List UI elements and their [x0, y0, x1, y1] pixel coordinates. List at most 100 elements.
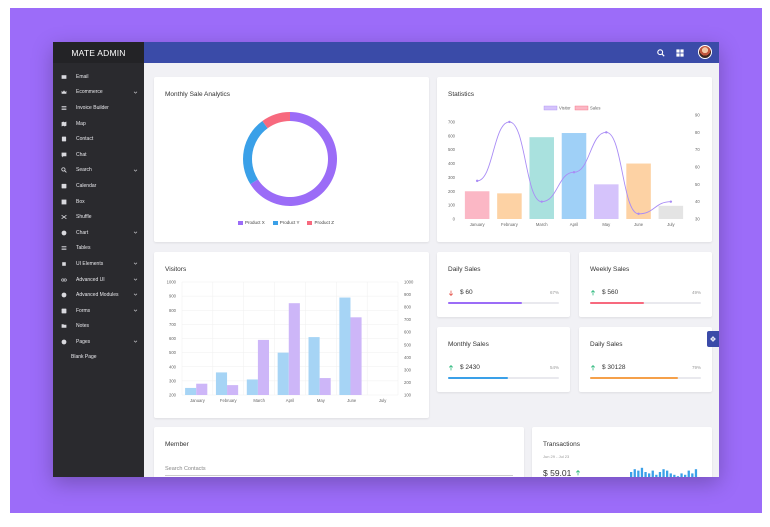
sidebar-item-email[interactable]: Email: [53, 69, 144, 85]
daily-sales-card: Daily Sales $ 30128 79%: [579, 327, 712, 392]
daily-sales-card: Daily Sales $ 60 67%: [437, 252, 570, 317]
spark-bar: [691, 473, 694, 477]
legend-item[interactable]: Product Y: [272, 220, 299, 225]
y-tick-label: 400: [448, 161, 456, 166]
y2-tick-label: 1000: [404, 280, 414, 285]
bar-february: [227, 385, 239, 395]
sidebar-item-label: Ecommerce: [76, 89, 103, 96]
progress-bar: [590, 302, 701, 304]
sidebar-item-map[interactable]: Map: [53, 116, 144, 132]
sidebar-item-contact[interactable]: Contact: [53, 131, 144, 147]
donut-chart: [243, 112, 337, 207]
spark-bar: [666, 470, 669, 477]
y-tick-label: 500: [169, 350, 177, 355]
bar-may: [319, 378, 331, 395]
stat-percent: 54%: [549, 365, 559, 370]
sidebar-item-box[interactable]: Box: [53, 194, 144, 210]
legend-label: Product Z: [314, 220, 334, 225]
sidebar-item-chat[interactable]: Chat: [53, 147, 144, 163]
search-icon[interactable]: [655, 47, 666, 58]
sidebar-item-label: Blank Page: [71, 354, 97, 361]
chevron-down-icon: [133, 261, 138, 266]
progress-fill: [448, 302, 523, 304]
y2-tick-label: 50: [695, 182, 700, 187]
bar-june: [626, 163, 651, 219]
app-window: MATE ADMIN Email Ecommerce Invoice Builder…: [53, 42, 719, 477]
x-tick-label: February: [501, 222, 519, 227]
y-tick-label: 1000: [167, 280, 177, 285]
sidebar-item-forms[interactable]: Forms: [53, 303, 144, 319]
progress-fill: [590, 377, 678, 379]
search-icon: [61, 167, 67, 174]
x-tick-label: July: [667, 222, 675, 227]
statistics-chart: 0 100 200 300 400 500 600 700 30 40 50 60 70 80 90 Janu…: [448, 106, 700, 228]
card-title: Daily Sales: [590, 341, 623, 348]
y2-tick-label: 80: [695, 130, 700, 135]
x-tick-label: July: [379, 398, 387, 403]
bar-march: [246, 379, 258, 395]
visitors-chart: 200 300 400 500 600 700 800 900 1000 100 200 300 400…: [167, 280, 414, 404]
bar-january: [464, 191, 490, 219]
x-tick-label: February: [220, 398, 238, 403]
user-avatar[interactable]: [698, 45, 712, 59]
visitor-point: [637, 212, 640, 215]
infinity-icon: [61, 277, 67, 283]
spark-bar: [651, 470, 654, 477]
bar-may: [594, 184, 619, 219]
sidebar-item-shuffle[interactable]: Shuffle: [53, 209, 144, 225]
x-tick-label: June: [634, 222, 644, 227]
x-tick-label: January: [190, 398, 206, 403]
sidebar-item-calendar[interactable]: Calendar: [53, 178, 144, 194]
invoice-icon: [61, 105, 67, 111]
y-tick-label: 100: [448, 203, 456, 208]
search-contacts-input[interactable]: Search Contacts: [165, 465, 513, 476]
stat-value: $ 30128: [590, 364, 626, 371]
sidebar-item-notes[interactable]: Notes: [53, 319, 144, 335]
brand-logo[interactable]: MATE ADMIN: [53, 42, 144, 63]
chevron-down-icon: [133, 168, 138, 173]
chevron-down-icon: [133, 277, 138, 282]
sidebar-item-label: Advanced UI: [76, 276, 105, 283]
sidebar-item-ecommerce[interactable]: Ecommerce: [53, 85, 144, 101]
legend-item[interactable]: Product X: [238, 220, 265, 225]
sidebar-item-label: UI Elements: [76, 260, 104, 267]
sidebar-item-chart[interactable]: Chart: [53, 225, 144, 241]
sidebar-item-ui-elements[interactable]: UI Elements: [53, 256, 144, 272]
sidebar-item-pages[interactable]: Pages: [53, 334, 144, 350]
bar-july: [658, 205, 684, 219]
y2-tick-label: 300: [404, 367, 412, 372]
bar-january: [185, 387, 197, 395]
top-bar: [144, 42, 719, 63]
sidebar-item-tables[interactable]: Tables: [53, 241, 144, 257]
donut-slice-product-y: [243, 120, 268, 185]
stat-value: $ 60: [448, 289, 473, 296]
member-card: Member Search Contacts: [154, 427, 524, 477]
bar-april: [277, 352, 289, 395]
progress-bar: [590, 377, 701, 379]
legend-item[interactable]: Product Z: [307, 220, 334, 225]
y-tick-label: 200: [169, 393, 177, 398]
y2-tick-label: 70: [695, 147, 700, 152]
x-tick-label: May: [317, 398, 326, 403]
spark-bar: [669, 473, 672, 477]
y2-tick-label: 500: [404, 342, 412, 347]
spark-bar: [644, 472, 647, 477]
arrow-up-icon: [448, 364, 460, 371]
sidebar-item-label: Pages: [76, 338, 91, 345]
sidebar-item-advanced-ui[interactable]: Advanced UI: [53, 272, 144, 288]
sidebar-item-invoice-builder[interactable]: Invoice Builder: [53, 100, 144, 116]
sidebar-item-label: Search: [76, 167, 92, 174]
settings-gear-icon[interactable]: [707, 331, 719, 347]
sidebar-item-search[interactable]: Search: [53, 163, 144, 179]
apps-grid-icon[interactable]: [674, 47, 685, 58]
sidebar-item-label: Chart: [76, 229, 89, 236]
y2-tick-label: 40: [695, 199, 700, 204]
sidebar-item-advanced-modules[interactable]: Advanced Modules: [53, 287, 144, 303]
arrow-up-icon: [590, 289, 602, 296]
bar-march: [257, 339, 270, 395]
sidebar-item-label: Invoice Builder: [76, 104, 109, 111]
spark-bar: [676, 476, 680, 477]
y2-tick-label: 700: [404, 317, 412, 322]
sidebar-item-blank-page[interactable]: Blank Page: [53, 350, 144, 366]
spark-bar: [658, 472, 662, 477]
